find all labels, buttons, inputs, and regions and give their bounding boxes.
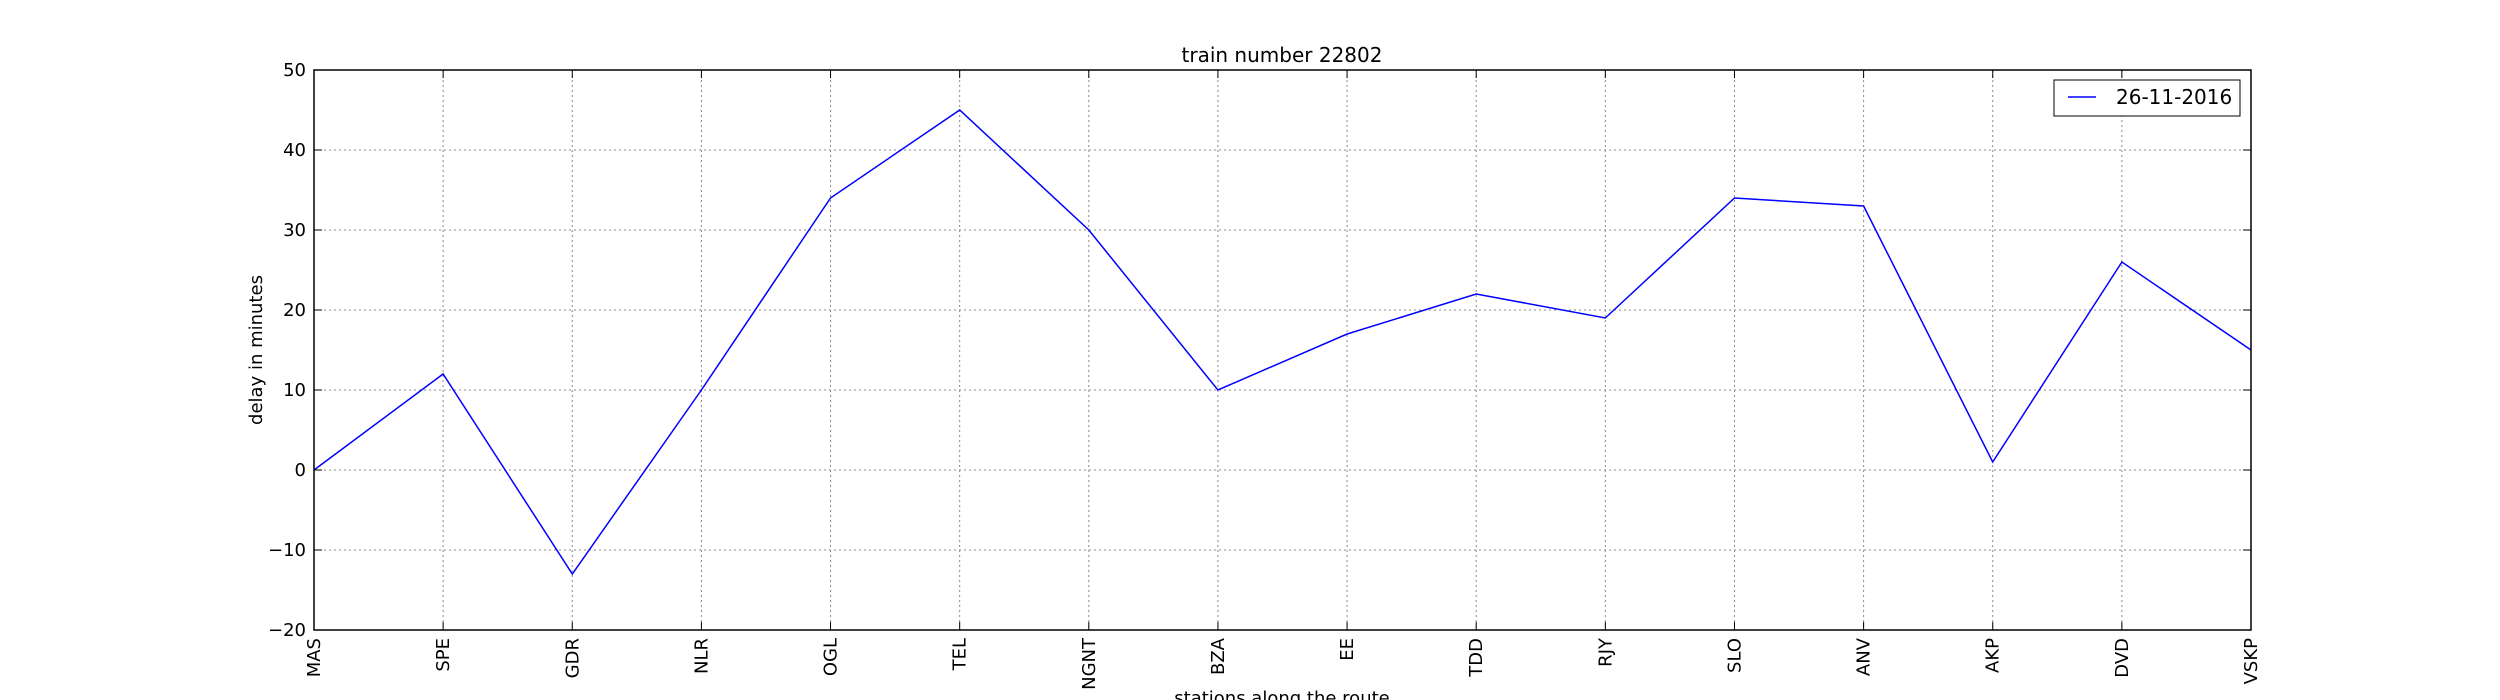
x-axis-label: stations along the route [1174, 688, 1389, 700]
y-axis-label: delay in minutes [246, 275, 267, 425]
x-tick-label: NGNT [1079, 637, 1100, 690]
legend-label: 26-11-2016 [2116, 85, 2232, 109]
x-tick-label: TDD [1466, 638, 1487, 678]
x-tick-label: DVD [2112, 638, 2133, 678]
series-line [313, 109, 2252, 576]
x-tick-label: MAS [304, 638, 325, 677]
legend: 26-11-2016 [2053, 79, 2241, 117]
grid-lines [313, 69, 2252, 631]
x-tick-label: ANV [1854, 637, 1875, 676]
y-tick-label: 50 [283, 60, 306, 81]
y-tick-label: −10 [268, 540, 306, 561]
x-tick-label: SLO [1724, 638, 1745, 673]
y-tick-label: −20 [268, 620, 306, 641]
plot-frame [313, 69, 2252, 631]
legend-box [2053, 79, 2241, 117]
x-tick-label: BZA [1208, 637, 1229, 675]
x-tick-label: NLR [691, 638, 712, 674]
y-tick-label: 30 [283, 220, 306, 241]
series-layer [313, 109, 2252, 576]
x-tick-label: GDR [562, 638, 583, 678]
x-tick-label: EE [1337, 638, 1358, 661]
y-tick-label: 10 [283, 380, 306, 401]
y-tick-label: 0 [295, 460, 306, 481]
y-axis: −20 −10 0 10 20 30 40 50 [268, 60, 2251, 641]
x-tick-label: OGL [821, 638, 842, 676]
y-tick-label: 40 [283, 140, 306, 161]
x-axis: MAS SPE GDR NLR OGL TEL NGNT BZA EE TDD RJY SLO ANV A… [304, 70, 2262, 690]
x-tick-label: AKP [1983, 638, 2004, 673]
x-tick-label: SPE [433, 638, 454, 672]
x-tick-label: VSKP [2241, 638, 2262, 685]
x-tick-label: RJY [1595, 637, 1616, 667]
y-tick-label: 20 [283, 300, 306, 321]
chart-title: train number 22802 [1182, 43, 1383, 67]
x-tick-label: TEL [950, 638, 971, 671]
